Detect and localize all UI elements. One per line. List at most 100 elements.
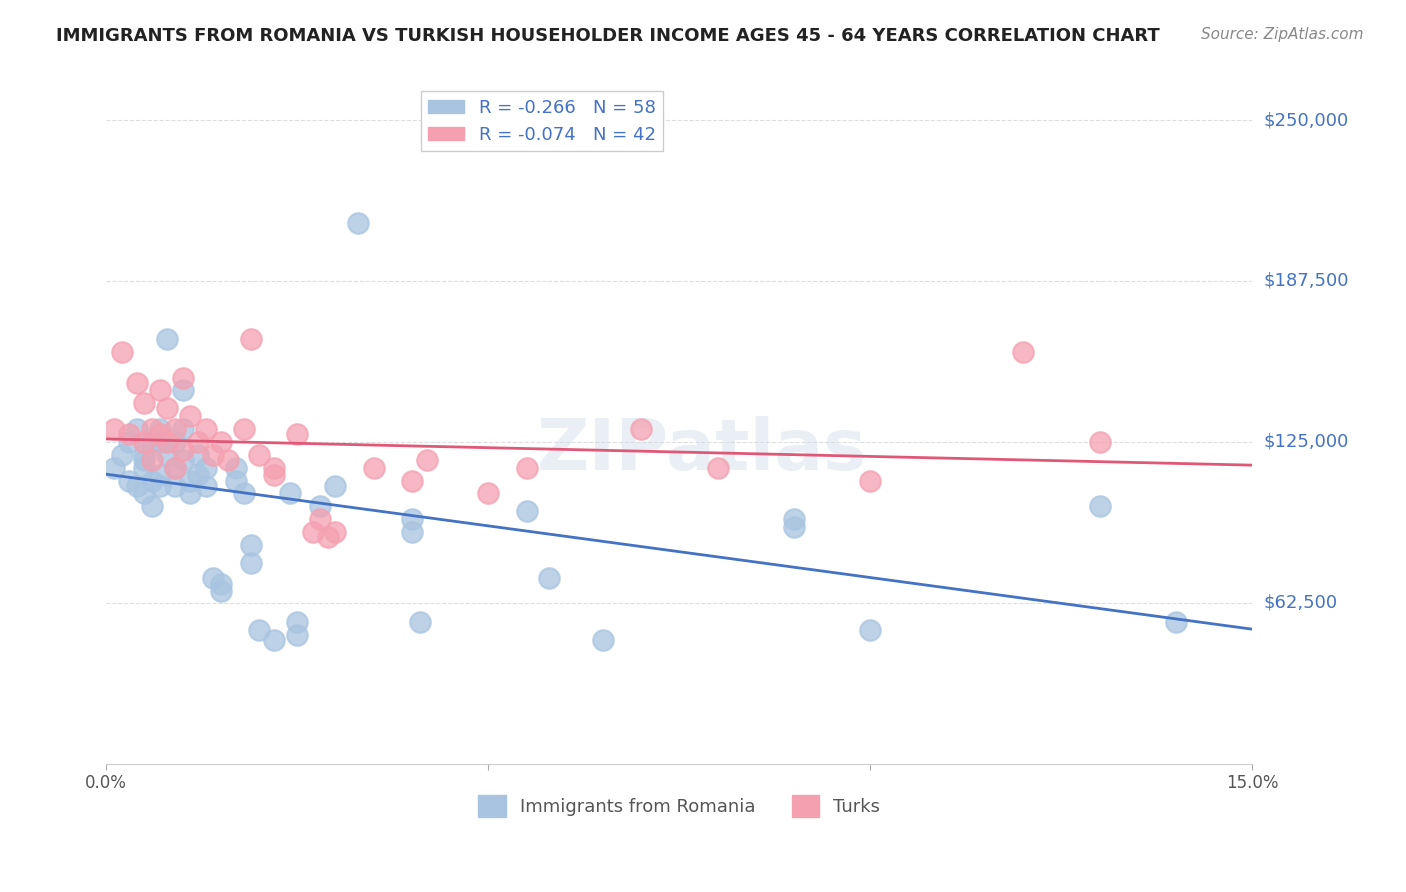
Legend: Immigrants from Romania, Turks: Immigrants from Romania, Turks <box>471 788 887 824</box>
Point <box>163 460 186 475</box>
Point <box>125 376 148 390</box>
Point <box>134 453 156 467</box>
Point <box>134 396 156 410</box>
Point <box>630 422 652 436</box>
Point <box>1164 615 1187 630</box>
Point <box>163 434 186 449</box>
Point <box>172 442 194 457</box>
Point <box>263 633 285 648</box>
Text: IMMIGRANTS FROM ROMANIA VS TURKISH HOUSEHOLDER INCOME AGES 45 - 64 YEARS CORRELA: IMMIGRANTS FROM ROMANIA VS TURKISH HOUSE… <box>56 27 1160 45</box>
Point <box>118 434 141 449</box>
Point <box>401 524 423 539</box>
Point <box>149 468 172 483</box>
Point <box>325 524 347 539</box>
Point <box>149 422 172 436</box>
Point <box>240 556 263 570</box>
Text: ZIPatlas: ZIPatlas <box>537 417 868 485</box>
Point <box>515 460 537 475</box>
Point <box>232 486 254 500</box>
Point <box>179 409 201 424</box>
Point <box>149 427 172 442</box>
Point <box>156 434 179 449</box>
Point <box>134 486 156 500</box>
Point <box>783 520 806 534</box>
Point <box>163 479 186 493</box>
Text: $62,500: $62,500 <box>1264 594 1339 612</box>
Text: Source: ZipAtlas.com: Source: ZipAtlas.com <box>1201 27 1364 42</box>
Point <box>172 453 194 467</box>
Point <box>1012 344 1035 359</box>
Point <box>1088 434 1111 449</box>
Point <box>706 460 728 475</box>
Text: $187,500: $187,500 <box>1264 272 1350 290</box>
Point <box>515 504 537 518</box>
Point <box>149 384 172 398</box>
Point <box>163 460 186 475</box>
Point <box>187 468 209 483</box>
Point <box>202 571 225 585</box>
Point <box>110 344 132 359</box>
Point <box>179 474 201 488</box>
Point <box>1088 500 1111 514</box>
Point <box>309 512 332 526</box>
Text: $250,000: $250,000 <box>1264 111 1350 129</box>
Point <box>225 474 247 488</box>
Point <box>225 460 247 475</box>
Point <box>401 512 423 526</box>
Point <box>285 628 308 642</box>
Point <box>240 332 263 346</box>
Point <box>783 512 806 526</box>
Point <box>477 486 499 500</box>
Point <box>309 500 332 514</box>
Point <box>156 401 179 416</box>
Point <box>149 434 172 449</box>
Point <box>218 453 240 467</box>
Point <box>301 524 323 539</box>
Point <box>263 468 285 483</box>
Point <box>401 474 423 488</box>
Point <box>103 460 125 475</box>
Point <box>134 460 156 475</box>
Point <box>103 422 125 436</box>
Point <box>247 448 270 462</box>
Point <box>156 332 179 346</box>
Point <box>141 434 163 449</box>
Point <box>347 216 370 230</box>
Point <box>163 422 186 436</box>
Point <box>194 422 217 436</box>
Point <box>172 370 194 384</box>
Point <box>110 448 132 462</box>
Point <box>202 448 225 462</box>
Point <box>172 422 194 436</box>
Point <box>134 448 156 462</box>
Text: $125,000: $125,000 <box>1264 433 1350 451</box>
Point <box>156 448 179 462</box>
Point <box>141 500 163 514</box>
Point <box>408 615 430 630</box>
Point <box>149 479 172 493</box>
Point <box>118 427 141 442</box>
Point <box>118 474 141 488</box>
Point <box>285 615 308 630</box>
Point <box>859 474 882 488</box>
Point <box>187 434 209 449</box>
Point <box>134 434 156 449</box>
Point <box>209 576 232 591</box>
Point <box>285 427 308 442</box>
Point <box>141 474 163 488</box>
Point <box>592 633 614 648</box>
Point <box>240 538 263 552</box>
Point <box>209 584 232 599</box>
Point <box>859 623 882 637</box>
Point <box>194 479 217 493</box>
Point <box>363 460 385 475</box>
Point <box>194 460 217 475</box>
Point <box>141 453 163 467</box>
Point <box>125 422 148 436</box>
Point <box>172 384 194 398</box>
Point <box>247 623 270 637</box>
Point <box>316 530 339 544</box>
Point <box>416 453 439 467</box>
Point <box>278 486 301 500</box>
Point <box>325 479 347 493</box>
